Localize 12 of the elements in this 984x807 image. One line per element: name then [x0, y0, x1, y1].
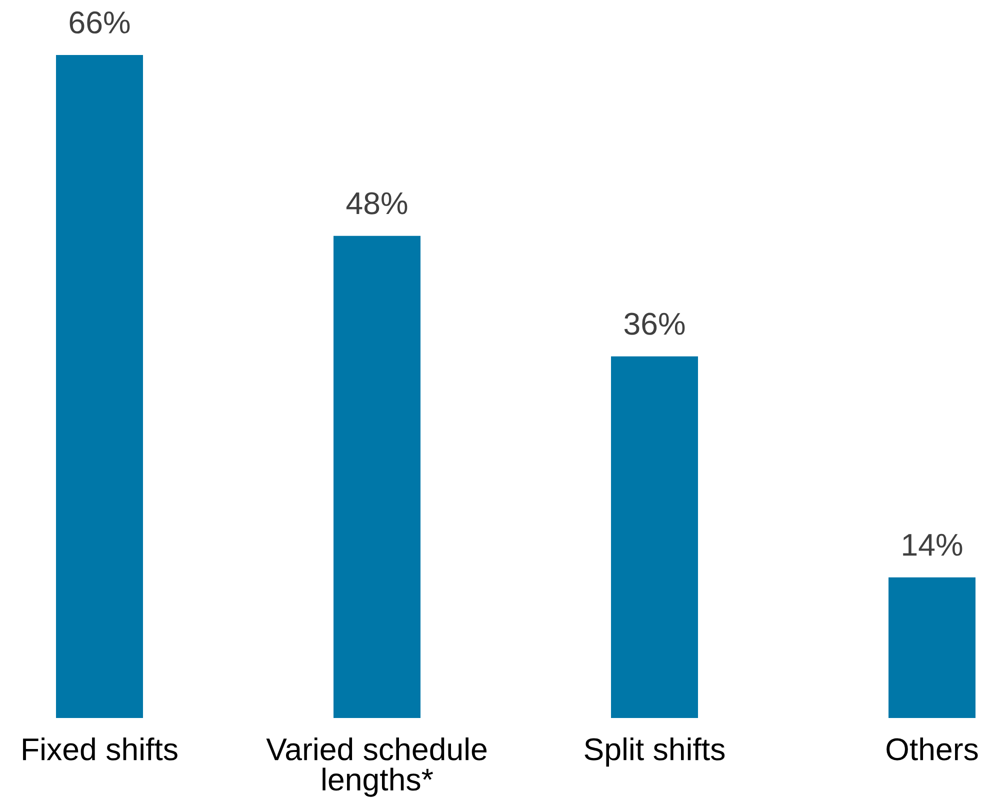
bar — [56, 55, 143, 718]
bar — [611, 356, 698, 718]
bar — [334, 236, 420, 718]
data-label: 36% — [624, 312, 685, 335]
data-label: 66% — [70, 11, 130, 34]
x-tick-label: Others — [886, 737, 978, 760]
bar — [888, 577, 976, 718]
x-tick-label: Varied schedule lengths* — [266, 737, 487, 797]
x-tick-label: Fixed shifts — [23, 737, 178, 760]
x-tick-label: Split shifts — [584, 737, 725, 767]
data-label: 14% — [903, 534, 962, 556]
data-label: 48% — [346, 192, 408, 214]
